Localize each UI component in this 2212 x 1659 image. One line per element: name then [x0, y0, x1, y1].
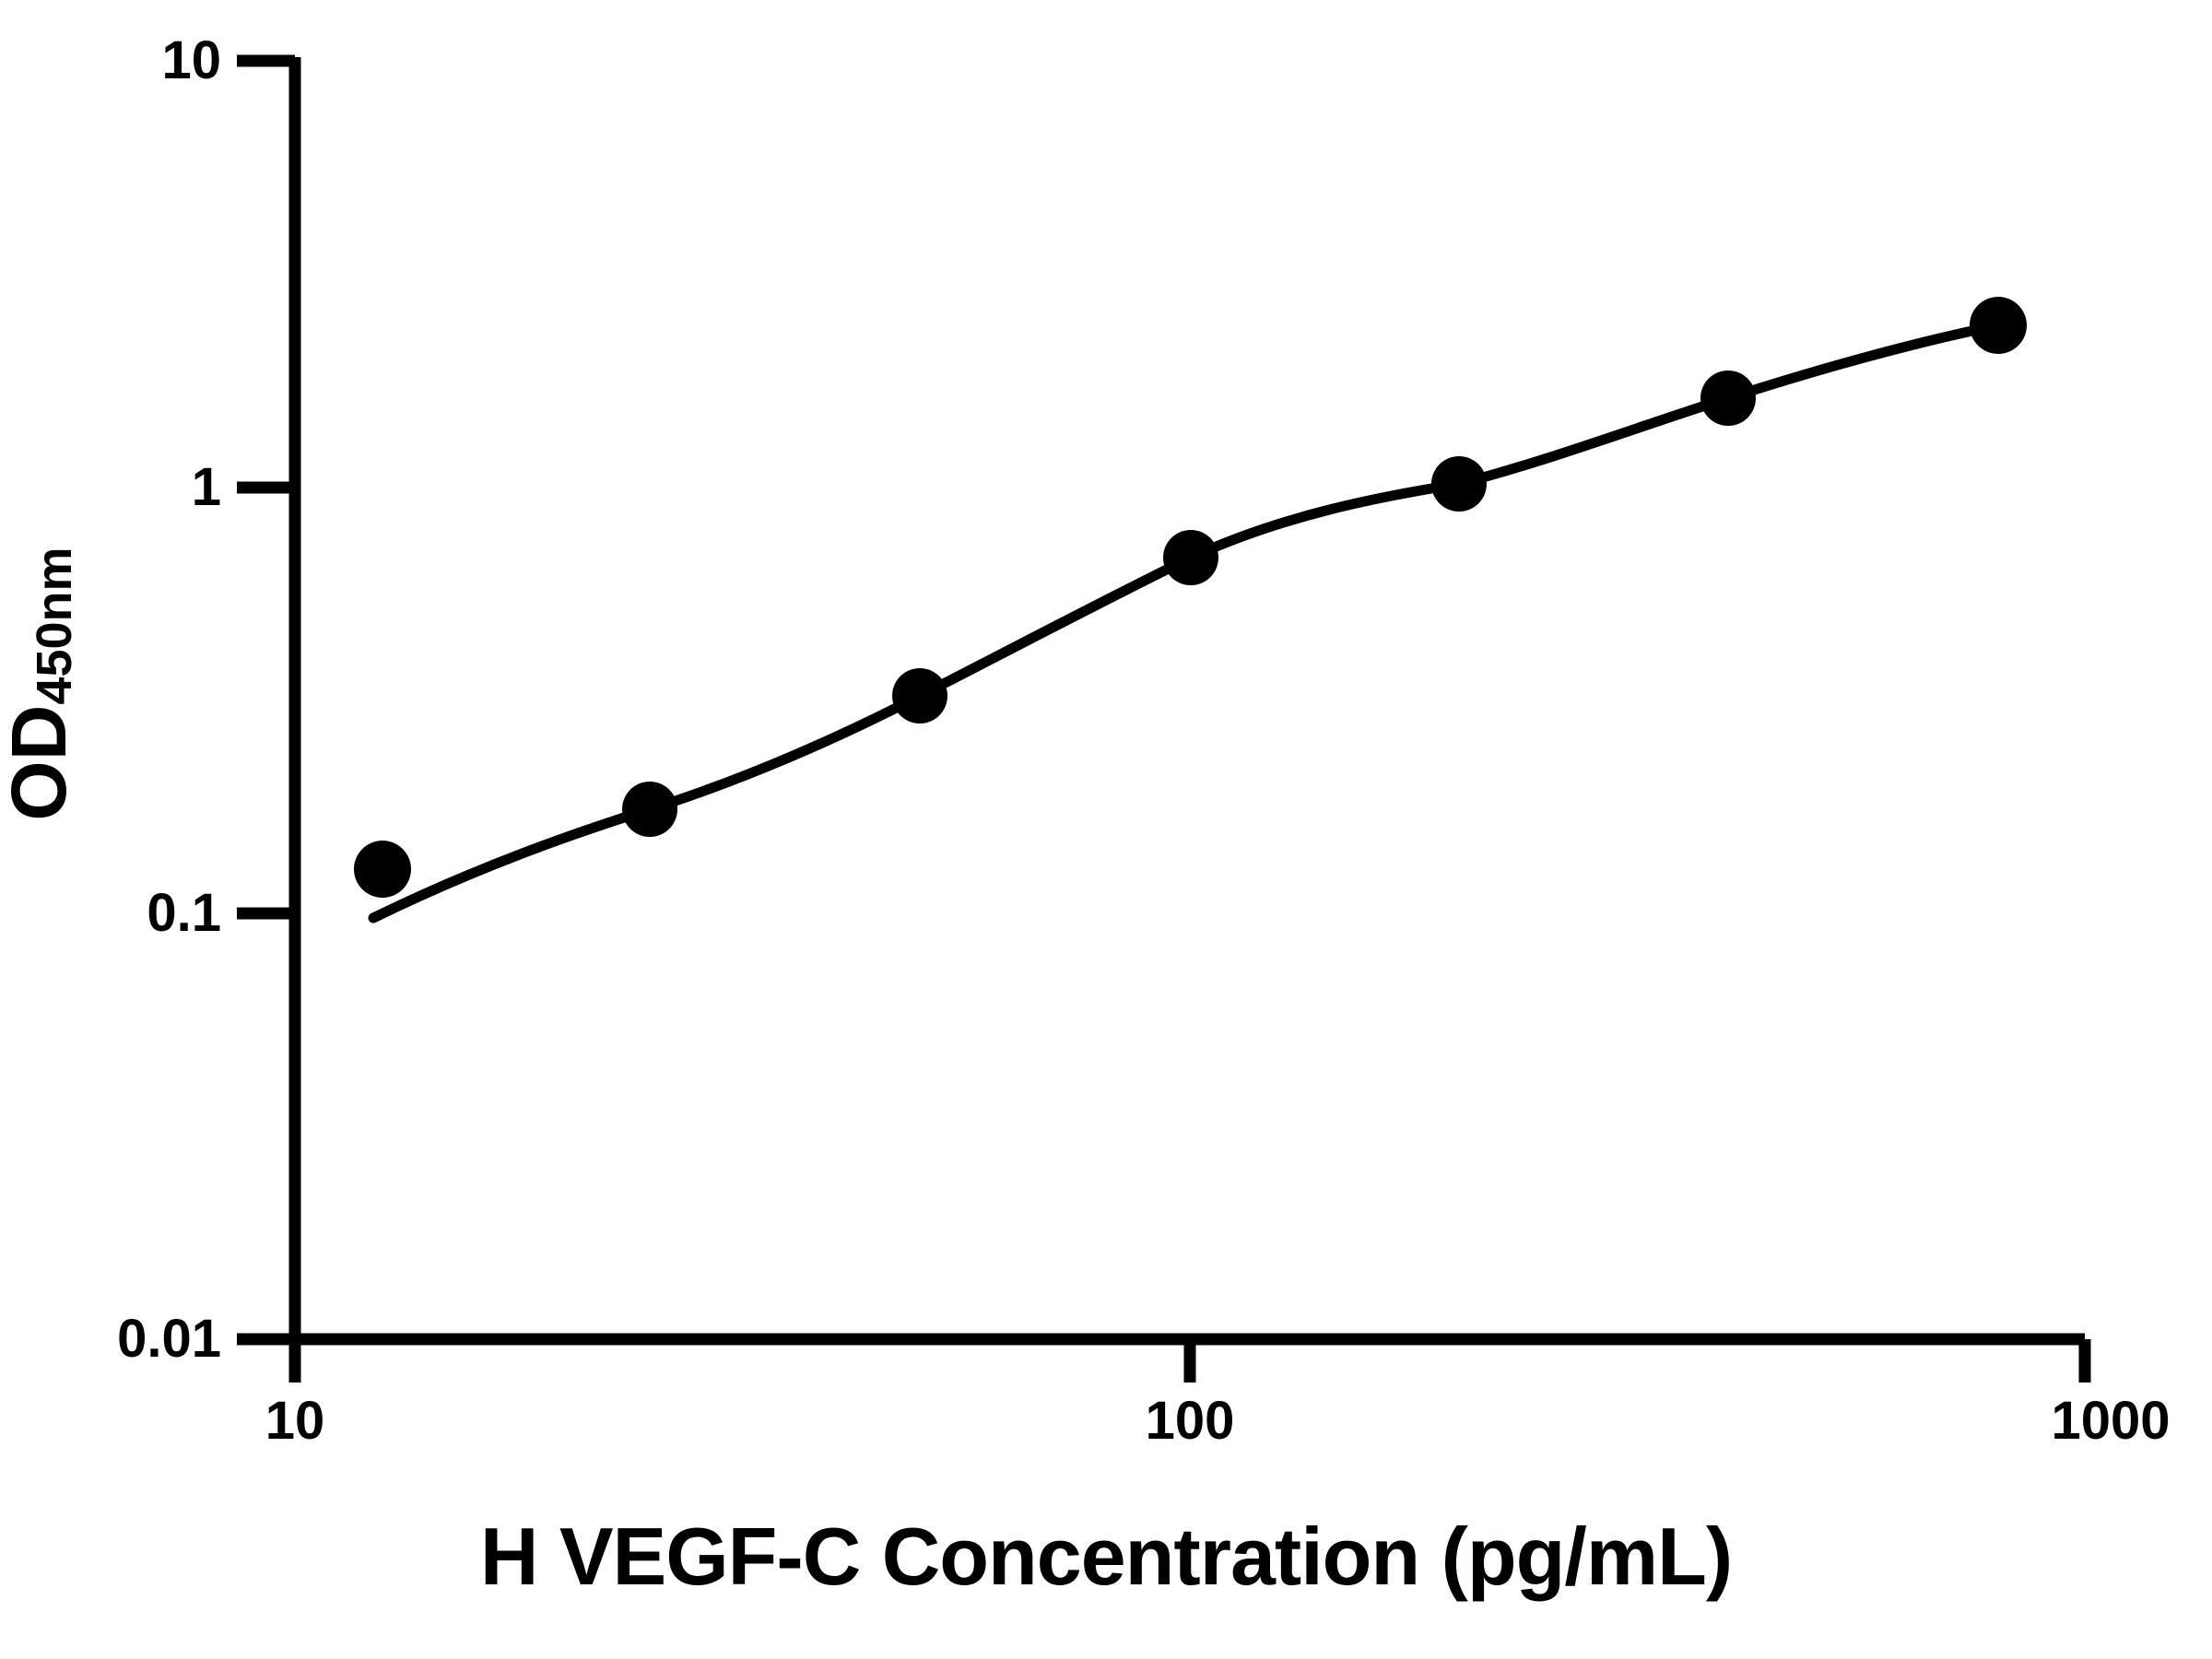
y-tick-label-0-01: 0.01	[117, 1309, 221, 1369]
y-tick-label-0-1: 0.1	[147, 883, 221, 943]
fit-curve	[368, 320, 2004, 924]
data-point	[892, 668, 947, 724]
y-axis-title: OD450nm	[0, 490, 82, 877]
y-axis-title-main: OD	[0, 704, 82, 821]
data-point	[1163, 530, 1218, 585]
data-point	[354, 841, 411, 898]
y-tick-label-1: 1	[191, 457, 221, 517]
data-point	[1431, 456, 1487, 512]
x-axis-title: H VEGF-C Concentration (pg/mL)	[479, 1511, 1733, 1602]
y-axis-title-subscript: 450nm	[27, 547, 82, 705]
data-point	[1970, 297, 2027, 354]
x-tick-label-10: 10	[265, 1391, 325, 1451]
x-tick-label-100: 100	[1145, 1391, 1235, 1451]
y-tick-label-10: 10	[161, 30, 221, 90]
data-point	[622, 782, 677, 837]
data-point	[1700, 371, 1756, 426]
x-tick-label-1000: 1000	[2051, 1391, 2171, 1451]
